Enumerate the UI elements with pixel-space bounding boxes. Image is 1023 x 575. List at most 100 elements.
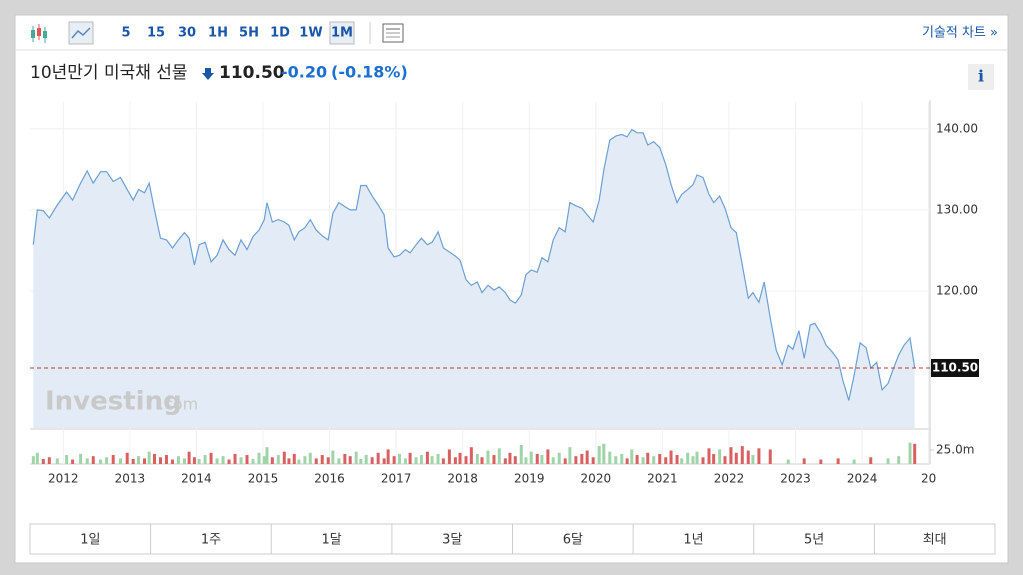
x-tick-label: 2012 xyxy=(48,472,79,486)
range-button[interactable]: 3달 xyxy=(442,533,462,548)
volume-bar xyxy=(469,447,473,464)
range-button[interactable]: 최대 xyxy=(923,533,947,548)
range-button[interactable]: 1일 xyxy=(80,533,100,548)
interval-button[interactable]: 1W xyxy=(299,26,322,41)
interval-button[interactable]: 1M xyxy=(331,26,353,41)
volume-bar xyxy=(348,456,352,464)
x-tick-label: 2023 xyxy=(780,472,811,486)
info-icon[interactable]: i xyxy=(978,67,984,86)
volume-bar xyxy=(646,452,650,464)
price-tag xyxy=(931,358,979,377)
table-icon[interactable] xyxy=(382,23,404,43)
volume-bar xyxy=(176,456,180,464)
volume-bar xyxy=(652,456,656,464)
volume-bar xyxy=(257,452,261,464)
interval-button[interactable]: 1H xyxy=(208,26,228,41)
volume-bar xyxy=(540,455,544,464)
watermark-suffix: .com xyxy=(159,395,198,414)
volume-bar xyxy=(802,458,806,464)
range-button[interactable]: 1주 xyxy=(201,533,221,548)
volume-bar xyxy=(886,458,890,464)
technical-chart-link[interactable]: 기술적 차트 » xyxy=(922,26,998,41)
volume-bar xyxy=(215,458,219,464)
volume-bar xyxy=(658,453,662,464)
volume-bar xyxy=(486,450,490,464)
range-button[interactable]: 6달 xyxy=(563,533,583,548)
volume-bar xyxy=(503,458,507,464)
interval-button[interactable]: 30 xyxy=(178,26,196,41)
volume-bar xyxy=(535,453,539,464)
volume-bar xyxy=(47,457,51,464)
interval-button[interactable]: 5 xyxy=(121,26,130,41)
volume-bar xyxy=(376,452,380,464)
volume-bar xyxy=(233,453,237,464)
volume-bar xyxy=(137,456,141,464)
price: 110.50 xyxy=(219,63,285,83)
y-tick-label: 120.00 xyxy=(936,283,978,297)
x-tick-label: 2020 xyxy=(581,472,612,486)
volume-bar xyxy=(314,458,318,464)
volume-bar xyxy=(597,446,601,464)
info-button[interactable] xyxy=(968,64,994,90)
volume-bar xyxy=(359,458,363,464)
volume-bar xyxy=(105,457,109,464)
range-button[interactable]: 1년 xyxy=(683,533,703,548)
area-fill xyxy=(33,129,915,428)
volume-bar xyxy=(524,457,528,464)
chart: 2012 2013 2014 2015 2016 2017 2018 2019 2020 2021… xyxy=(30,100,979,486)
volume-bar xyxy=(675,455,679,464)
volume-bar xyxy=(85,458,89,464)
line-icon[interactable] xyxy=(68,21,94,45)
price-line xyxy=(32,128,916,401)
volume-bar xyxy=(119,458,123,464)
volume-bar xyxy=(41,458,45,464)
interval-button[interactable]: 15 xyxy=(147,26,165,41)
volume-bar xyxy=(701,457,705,464)
volume-bar xyxy=(31,456,35,464)
volume-bar xyxy=(71,459,75,464)
volume-bar xyxy=(852,459,856,464)
volume-bar xyxy=(419,455,423,464)
volume-bar xyxy=(251,458,255,464)
volume-bar xyxy=(707,448,711,464)
volume-bar xyxy=(408,452,412,464)
interval-button[interactable]: 5H xyxy=(239,26,259,41)
volume-bar xyxy=(686,452,690,464)
candle-icon[interactable] xyxy=(31,24,47,43)
volume-bar xyxy=(142,458,146,464)
change-percent: (-0.18%) xyxy=(331,63,408,82)
volume-bar xyxy=(625,458,629,464)
volume-bar xyxy=(55,458,59,464)
volume-bar xyxy=(574,456,578,464)
volume-bar xyxy=(580,453,584,464)
volume-bar xyxy=(425,451,429,464)
volume-bar xyxy=(308,452,312,464)
price-tag-label: 110.50 xyxy=(932,360,978,374)
x-tick-label: 2024 xyxy=(847,472,878,486)
volume-bar xyxy=(529,451,533,464)
volume-bar xyxy=(382,458,386,464)
volume-bar xyxy=(480,457,484,464)
volume-bar xyxy=(641,457,645,464)
x-tick-label: 20 xyxy=(921,472,936,486)
x-tick-label: 2015 xyxy=(248,472,279,486)
volume-bar xyxy=(723,456,727,464)
interval-button[interactable]: 1D xyxy=(270,26,290,41)
volume-bar xyxy=(297,459,301,464)
volume-bar xyxy=(221,456,225,464)
volume-bar xyxy=(551,457,555,464)
volume-bar xyxy=(680,458,684,464)
volume-bar xyxy=(712,453,716,464)
change: -0.20 xyxy=(281,63,327,82)
range-button[interactable]: 5년 xyxy=(804,533,824,548)
volume-bar xyxy=(111,455,115,464)
volume-bar xyxy=(740,446,744,464)
volume-bar xyxy=(453,457,457,464)
volume-bar xyxy=(239,457,243,464)
range-button[interactable]: 1달 xyxy=(321,533,341,548)
volume-bar xyxy=(695,451,699,464)
volume-bar xyxy=(608,451,612,464)
volume-bar xyxy=(836,458,840,464)
volume-bar xyxy=(691,456,695,464)
volume-bar xyxy=(354,451,358,464)
